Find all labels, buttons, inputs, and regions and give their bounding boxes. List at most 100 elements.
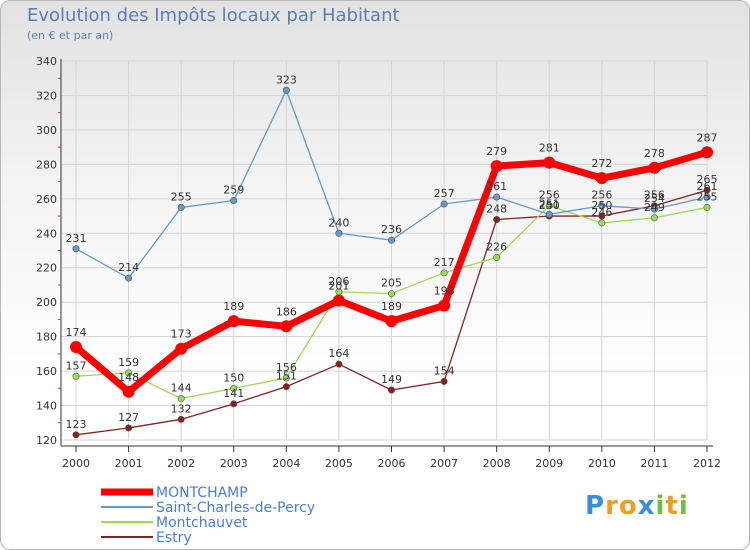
data-label: 148 [118,371,139,384]
y-tick-label-160: 160 [36,365,57,378]
data-label: 272 [591,157,612,170]
data-point [282,383,290,391]
x-tick-label-2006: 2006 [378,457,406,470]
data-point [387,386,395,394]
data-label: 164 [328,347,349,360]
x-tick-label-2007: 2007 [430,457,458,470]
data-label: 159 [118,356,139,369]
data-point [387,236,395,244]
data-point [70,340,82,353]
chart-subtitle: (en € et par an) [27,29,114,42]
data-label: 217 [434,256,455,269]
data-point [648,161,661,174]
data-point [125,424,133,432]
data-point [703,203,711,211]
x-tick-label-2002: 2002 [167,457,195,470]
data-label: 189 [223,300,244,313]
y-tick-label-300: 300 [36,124,57,137]
data-point [125,369,133,377]
data-point [703,193,711,201]
data-label: 141 [223,387,244,400]
data-label: 149 [381,373,402,386]
y-tick-label-280: 280 [36,158,57,171]
data-point [703,186,711,194]
x-tick-label-2004: 2004 [272,457,300,470]
data-point [598,212,606,220]
data-point [230,197,238,205]
data-point [598,219,606,227]
logo-letter: P [585,491,606,521]
data-point [440,269,448,277]
data-label: 250 [539,199,560,212]
data-point [175,342,188,355]
data-point [332,294,345,307]
data-point [490,160,503,173]
data-point [493,193,501,201]
data-label: 256 [644,189,665,202]
data-label: 248 [486,202,507,215]
data-label: 226 [486,240,507,253]
data-label: 249 [644,201,665,214]
data-label: 150 [223,371,244,384]
data-point [282,374,290,382]
data-point [230,384,238,392]
series-points [70,86,713,439]
data-label: 257 [434,187,455,200]
chart-title: Evolution des Impôts locaux par Habitant [27,5,400,26]
data-label: 240 [328,216,349,229]
data-label: 279 [486,145,507,158]
data-label: 251 [539,197,560,210]
data-label: 259 [223,184,244,197]
data-point [493,253,501,261]
data-point [387,290,395,298]
data-point [122,385,135,398]
data-point [385,315,398,328]
data-label: 198 [434,285,455,298]
y-tick-label-180: 180 [36,331,57,344]
logo-letter: r [605,491,619,521]
data-label: 236 [381,223,402,236]
data-label: 246 [591,206,612,219]
data-label: 254 [644,192,665,205]
data-point [598,202,606,210]
y-tick-label-140: 140 [36,400,57,413]
legend-label-saint-charles-de-percy: Saint-Charles-de-Percy [156,500,316,516]
data-label: 205 [381,277,402,290]
data-point [282,86,290,94]
y-tick-label-340: 340 [36,55,57,68]
data-point [440,200,448,208]
data-point [72,372,80,380]
legend-label-montchauvet: Montchauvet [156,515,248,531]
x-tick-label-2011: 2011 [640,457,668,470]
data-point [543,156,556,169]
y-tick-label-320: 320 [36,89,57,102]
axes: 120 140 160 180 200 220 240 260 280 300 320 340 2000… [36,55,721,470]
x-tick-label-2001: 2001 [115,457,143,470]
data-label: 261 [486,180,507,193]
data-label: 151 [276,370,297,383]
data-label: 250 [591,199,612,212]
data-point [493,215,501,223]
logo-letter: i [678,491,689,521]
logo-letter: t [665,491,679,521]
data-label: 174 [66,326,87,339]
grid [61,60,708,441]
data-label: 156 [276,361,297,374]
data-point [177,415,185,423]
proxiti-logo: Proxiti [585,491,689,521]
data-point [177,395,185,403]
data-label: 323 [276,73,297,86]
data-label: 261 [697,180,718,193]
data-label: 173 [171,328,192,341]
data-point [701,146,713,159]
data-label: 127 [118,411,139,424]
x-tick-label-2010: 2010 [588,457,616,470]
data-point [545,202,553,210]
data-label: 157 [66,359,87,372]
x-tick-label-2000: 2000 [62,457,90,470]
x-tick-label-2005: 2005 [325,457,353,470]
data-point [650,214,658,222]
data-point [280,320,293,333]
